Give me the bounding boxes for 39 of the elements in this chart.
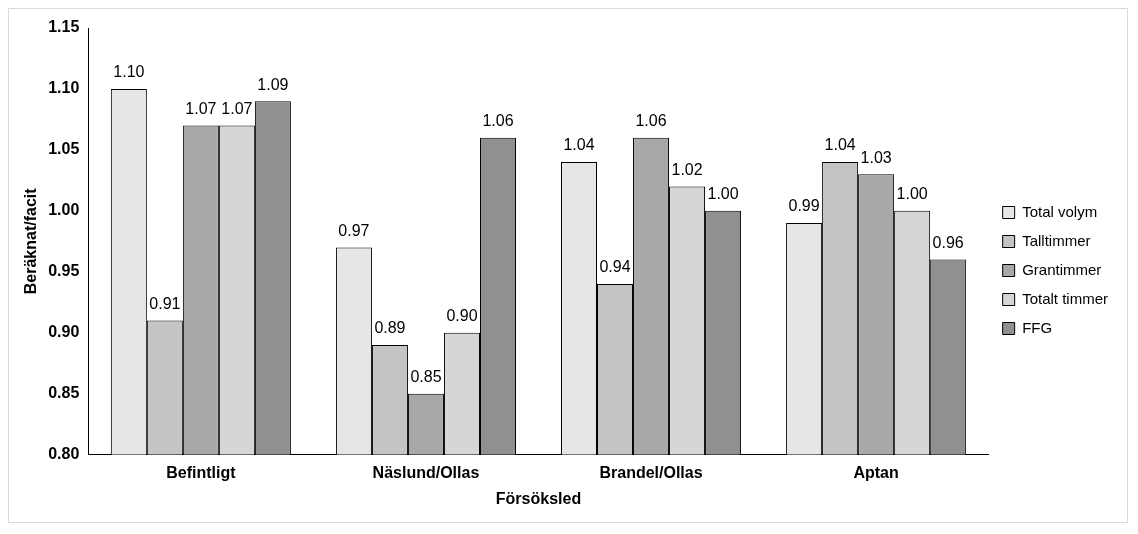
data-label: 1.09	[257, 75, 289, 93]
data-label: 1.06	[635, 112, 667, 130]
data-label: 1.07	[185, 99, 217, 117]
y-tick-label: 0.80	[48, 445, 80, 463]
legend-label: Grantimmer	[1022, 260, 1102, 278]
data-label: 1.00	[707, 185, 739, 203]
legend-label: Total volym	[1022, 202, 1098, 220]
y-tick-label: 0.85	[48, 384, 80, 402]
x-tick-label: Näslund/Ollas	[372, 463, 480, 481]
data-label: 0.94	[599, 258, 631, 276]
y-tick-label: 1.05	[48, 140, 80, 158]
data-label: 0.85	[410, 368, 442, 386]
data-label: 1.06	[482, 112, 514, 130]
data-label: 1.03	[860, 148, 892, 166]
data-label: 1.02	[671, 160, 703, 178]
data-label: 0.89	[374, 319, 406, 337]
data-label: 0.97	[338, 221, 370, 239]
data-label: 1.04	[824, 136, 856, 154]
data-label: 0.91	[149, 294, 181, 312]
data-label: 1.07	[221, 99, 253, 117]
x-tick-label: Brandel/Ollas	[599, 463, 703, 481]
y-tick-label: 1.00	[48, 201, 80, 219]
y-axis-title: Beräknat/facit	[22, 187, 40, 295]
data-label: 1.10	[113, 63, 145, 81]
data-label: 1.04	[563, 136, 595, 154]
y-tick-label: 0.90	[48, 323, 80, 341]
data-label: 1.00	[896, 185, 928, 203]
x-axis-title: Försöksled	[495, 489, 582, 507]
legend-label: Talltimmer	[1022, 231, 1091, 249]
data-label: 0.99	[788, 197, 820, 215]
data-label: 0.96	[932, 233, 964, 251]
legend-label: FFG	[1022, 318, 1053, 336]
data-label: 0.90	[446, 307, 478, 325]
x-tick-label: Aptan	[853, 463, 899, 481]
y-tick-label: 0.95	[48, 262, 80, 280]
x-tick-label: Befintligt	[166, 463, 237, 481]
y-tick-label: 1.10	[48, 79, 80, 97]
y-tick-label: 1.15	[48, 18, 80, 36]
legend-label: Totalt timmer	[1022, 289, 1109, 307]
